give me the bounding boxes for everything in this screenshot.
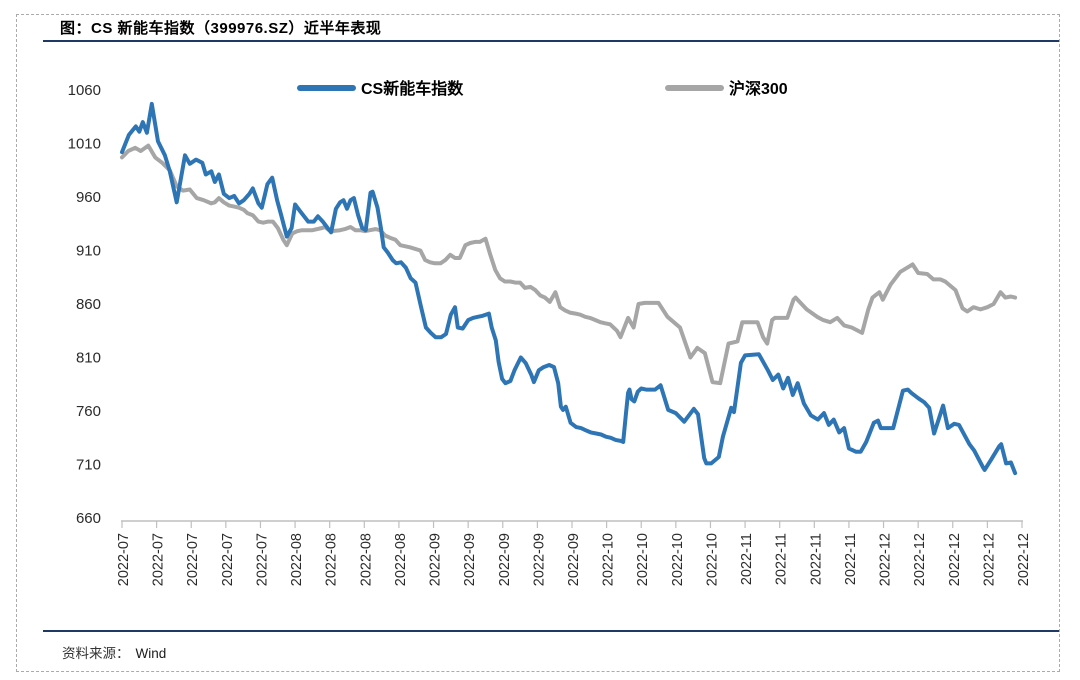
- x-tick-label: 2022-08: [393, 533, 409, 586]
- series-line-1: [120, 101, 1018, 476]
- source-value: Wind: [135, 646, 167, 661]
- x-tick-label: 2022-09: [462, 533, 478, 586]
- legend-label: 沪深300: [729, 79, 788, 98]
- source-divider: [43, 630, 1059, 632]
- x-tick-label: 2022-07: [185, 533, 201, 586]
- x-tick-label: 2022-12: [878, 533, 894, 586]
- x-tick-label: 2022-12: [912, 533, 928, 586]
- x-tick-label: 2022-08: [324, 533, 340, 586]
- figure-frame: [16, 14, 1060, 672]
- figure-title: 图：CS 新能车指数（399976.SZ）近半年表现: [60, 20, 382, 37]
- x-tick-label: 2022-11: [774, 533, 790, 585]
- x-tick-label: 2022-11: [808, 533, 824, 585]
- y-tick-label: 910: [76, 243, 101, 260]
- title-divider: [43, 40, 1059, 42]
- x-tick-label: 2022-07: [254, 533, 270, 586]
- x-tick-label: 2022-08: [358, 533, 374, 586]
- x-tick-label: 2022-09: [497, 533, 513, 586]
- y-tick-label: 1010: [68, 136, 101, 153]
- x-tick-label: 2022-12: [1016, 533, 1032, 586]
- x-tick-label: 2022-12: [947, 533, 963, 586]
- x-tick-label: 2022-07: [220, 533, 236, 586]
- x-tick-label: 2022-07: [151, 533, 167, 586]
- y-tick-label: 710: [76, 457, 101, 474]
- y-tick-label: 960: [76, 189, 101, 206]
- legend-label: CS新能车指数: [361, 79, 464, 98]
- x-tick-label: 2022-09: [566, 533, 582, 586]
- x-tick-label: 2022-09: [428, 533, 444, 586]
- y-tick-label: 1060: [68, 82, 101, 99]
- source-row: 资料来源： Wind: [62, 642, 166, 662]
- x-tick-label: 2022-10: [670, 533, 686, 586]
- x-tick-label: 2022-08: [289, 533, 305, 586]
- x-tick-label: 2022-07: [116, 533, 132, 586]
- y-tick-label: 860: [76, 296, 101, 313]
- x-tick-label: 2022-09: [531, 533, 547, 586]
- series-line-0: [120, 143, 1018, 386]
- x-tick-label: 2022-10: [601, 533, 617, 586]
- y-tick-label: 660: [76, 510, 101, 527]
- source-label: 资料来源：: [62, 646, 130, 661]
- x-tick-label: 2022-11: [843, 533, 859, 585]
- x-tick-label: 2022-11: [739, 533, 755, 585]
- y-tick-label: 810: [76, 350, 101, 367]
- x-tick-label: 2022-10: [635, 533, 651, 586]
- x-tick-label: 2022-10: [704, 533, 720, 586]
- x-tick-label: 2022-12: [981, 533, 997, 586]
- y-tick-label: 760: [76, 403, 101, 420]
